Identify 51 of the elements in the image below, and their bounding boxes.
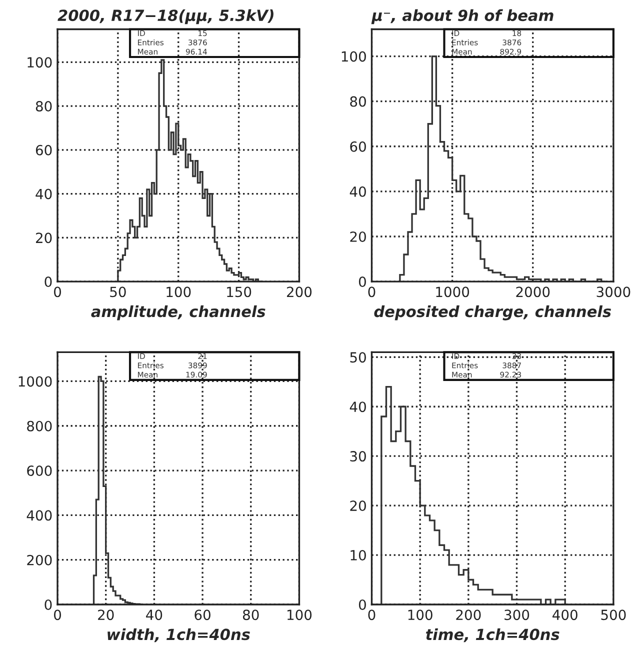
y-tick-label: 40 <box>350 186 366 197</box>
x-tick-label: 300 <box>504 610 530 620</box>
x-tick-label: 0 <box>54 610 62 620</box>
y-tick-label: 30 <box>350 451 366 462</box>
x-tick-label: 400 <box>552 610 578 620</box>
x-tick-label: 100 <box>408 610 432 620</box>
y-tick-label: 600 <box>27 466 52 476</box>
y-tick-label: 50 <box>350 352 366 363</box>
x-tick-label: 50 <box>110 286 126 298</box>
y-tick-label: 20 <box>350 231 366 242</box>
y-tick-label: 80 <box>36 101 52 112</box>
y-tick-label: 1000 <box>18 376 52 387</box>
y-tick-label: 40 <box>350 402 366 412</box>
y-tick-label: 400 <box>26 510 52 521</box>
x-tick-label: 2000 <box>516 286 550 298</box>
y-tick-label: 0 <box>358 599 366 610</box>
y-tick-label: 0 <box>358 276 366 288</box>
y-tick-label: 800 <box>27 420 52 432</box>
y-tick-label: 20 <box>36 232 52 244</box>
y-tick-label: 0 <box>44 276 52 288</box>
y-tick-label: 100 <box>28 57 52 68</box>
x-tick-label: 20 <box>98 610 114 620</box>
chart-title: μ⁻, about 9h of beam <box>371 9 554 24</box>
y-tick-label: 80 <box>350 96 366 107</box>
x-tick-label: 0 <box>368 610 376 620</box>
x-axis-title: width, 1ch=40ns <box>108 628 250 642</box>
y-tick-label: 10 <box>350 550 366 561</box>
x-tick-label: 150 <box>227 286 252 298</box>
y-tick-label: 100 <box>342 51 366 62</box>
x-tick-label: 200 <box>286 286 312 298</box>
y-tick-label: 60 <box>36 144 52 156</box>
y-tick-label: 200 <box>27 554 52 566</box>
x-tick-label: 1000 <box>436 286 470 298</box>
x-tick-label: 100 <box>166 286 191 298</box>
x-tick-label: 80 <box>242 610 259 620</box>
x-axis-title: deposited charge, channels <box>374 305 611 320</box>
y-tick-label: 40 <box>36 188 52 200</box>
x-tick-label: 40 <box>146 610 162 620</box>
chart-title: 2000, R17−18(μμ, 5.3kV) <box>58 9 274 24</box>
y-tick-label: 0 <box>44 599 52 610</box>
x-tick-label: 200 <box>456 610 481 620</box>
x-tick-label: 3000 <box>596 286 630 298</box>
x-axis-title: amplitude, channels <box>91 305 266 320</box>
y-tick-label: 20 <box>350 500 366 512</box>
x-tick-label: 500 <box>601 610 626 620</box>
y-tick-label: 60 <box>350 141 366 152</box>
x-axis-title: time, 1ch=40ns <box>426 628 560 642</box>
x-tick-label: 100 <box>287 610 312 620</box>
x-tick-label: 0 <box>54 286 62 298</box>
x-tick-label: 60 <box>194 610 210 620</box>
x-tick-label: 0 <box>368 286 376 298</box>
